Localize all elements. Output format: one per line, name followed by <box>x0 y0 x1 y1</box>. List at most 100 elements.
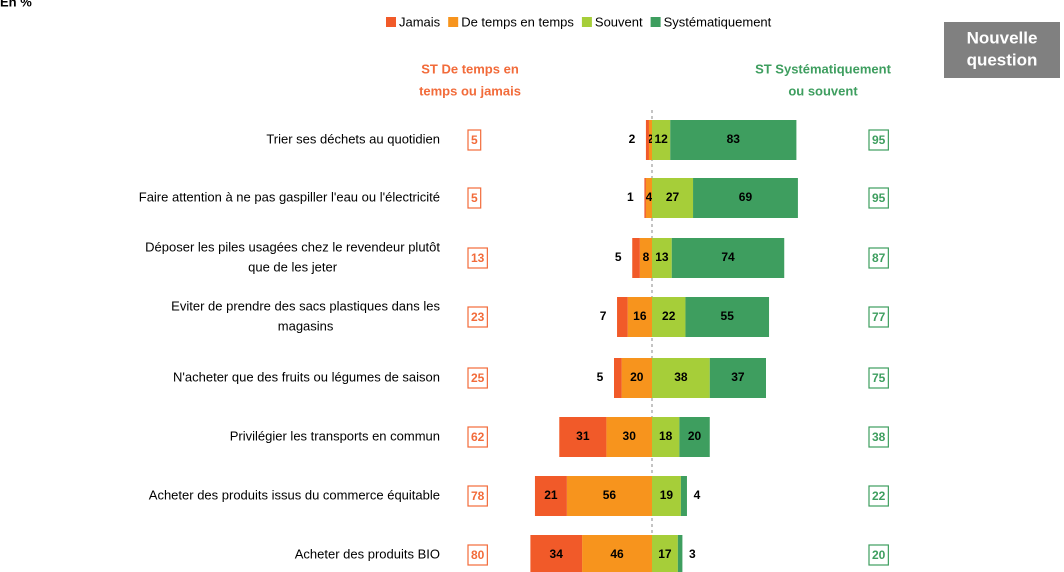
total-label: 5 <box>471 133 478 147</box>
legend-label: Jamais <box>399 14 441 29</box>
category-label: Eviter de prendre des sacs plastiques da… <box>171 298 440 313</box>
value-label: 4 <box>694 488 701 502</box>
value-label: 83 <box>727 132 741 146</box>
total-label: 5 <box>471 191 478 205</box>
value-label: 20 <box>688 429 702 443</box>
value-label: 2 <box>629 132 636 146</box>
total-box <box>868 485 889 507</box>
bar-segment <box>652 535 678 572</box>
bar-segment <box>671 238 785 278</box>
bar-segment <box>644 178 646 218</box>
total-label: 20 <box>872 548 886 562</box>
value-label: 3 <box>689 547 696 561</box>
total-label: 95 <box>872 191 886 205</box>
bar-segment <box>680 476 687 516</box>
value-label: 55 <box>721 309 735 323</box>
value-label: 31 <box>576 429 590 443</box>
category-label: que de les jeter <box>248 259 338 274</box>
total-label: 62 <box>471 430 485 444</box>
total-box <box>868 247 889 269</box>
bar-segment <box>530 535 583 572</box>
button-label[interactable]: Nouvelle <box>967 28 1038 47</box>
total-box <box>868 306 889 328</box>
legend-swatch <box>448 17 459 27</box>
value-label: 2 <box>647 132 654 146</box>
bar-segment <box>670 120 797 160</box>
value-label: 27 <box>666 190 680 204</box>
left-header: ST De temps en <box>421 61 519 76</box>
value-label: 74 <box>721 250 735 264</box>
total-box <box>868 129 889 151</box>
total-label: 25 <box>471 371 485 385</box>
total-label: 75 <box>872 371 886 385</box>
value-label: 19 <box>660 488 674 502</box>
total-box <box>467 485 488 507</box>
bar-segment <box>652 358 710 398</box>
legend-label: Systématiquement <box>664 14 772 29</box>
total-box <box>868 187 889 209</box>
bar-segment <box>709 358 766 398</box>
new-question-button[interactable]: Nouvelle question <box>944 22 1060 78</box>
left-header: temps ou jamais <box>419 83 521 98</box>
value-label: 69 <box>739 190 753 204</box>
total-box <box>868 544 889 566</box>
value-label: 8 <box>643 250 650 264</box>
value-label: 5 <box>615 250 622 264</box>
legend-label: De temps en temps <box>461 14 574 29</box>
total-box <box>868 426 889 448</box>
total-box <box>467 247 488 269</box>
category-label: Privilégier les transports en commun <box>230 428 440 443</box>
value-label: 56 <box>603 488 617 502</box>
right-header: ST Systématiquement <box>755 61 891 76</box>
unit-note: En % <box>0 0 32 9</box>
button-label[interactable]: question <box>967 50 1038 69</box>
total-label: 38 <box>872 430 886 444</box>
bar-segment <box>566 476 652 516</box>
legend-label: Souvent <box>595 14 643 29</box>
bar-segment <box>652 476 681 516</box>
total-box <box>467 426 488 448</box>
total-box <box>467 306 488 328</box>
value-label: 34 <box>550 547 564 561</box>
value-label: 16 <box>633 309 647 323</box>
value-label: 30 <box>623 429 637 443</box>
legend-swatch <box>650 17 661 27</box>
button-bg[interactable] <box>944 22 1060 78</box>
category-label: Trier ses déchets au quotidien <box>266 131 440 146</box>
bar-segment <box>677 535 683 572</box>
value-label: 18 <box>659 429 673 443</box>
total-label: 77 <box>872 310 886 324</box>
bar-segment <box>632 238 640 278</box>
bar-segment <box>652 178 694 218</box>
value-label: 17 <box>658 547 672 561</box>
category-label: Faire attention à ne pas gaspiller l'eau… <box>139 189 440 204</box>
category-label: Déposer les piles usagées chez le revend… <box>145 239 440 254</box>
bar-segment <box>652 238 672 278</box>
value-label: 5 <box>597 370 604 384</box>
value-label: 37 <box>731 370 745 384</box>
bar-segment <box>645 120 649 160</box>
value-label: 4 <box>646 190 653 204</box>
total-label: 23 <box>471 310 485 324</box>
value-label: 38 <box>674 370 688 384</box>
value-label: 20 <box>630 370 644 384</box>
bar-segment <box>534 476 567 516</box>
legend-swatch <box>386 17 396 27</box>
bar-segment <box>693 178 798 218</box>
bar-segment <box>617 297 628 337</box>
value-label: 13 <box>655 250 669 264</box>
value-label: 22 <box>662 309 676 323</box>
category-label: magasins <box>278 318 334 333</box>
total-box <box>467 129 482 151</box>
bar-segment <box>685 297 770 337</box>
bar-segment <box>652 297 686 337</box>
bar-segment <box>652 120 671 160</box>
total-label: 95 <box>872 133 886 147</box>
total-label: 13 <box>471 251 485 265</box>
bar-segment <box>645 178 652 218</box>
value-label: 12 <box>654 132 668 146</box>
total-label: 87 <box>872 251 886 265</box>
bar-segment <box>614 358 622 398</box>
bar-segment <box>582 535 652 572</box>
